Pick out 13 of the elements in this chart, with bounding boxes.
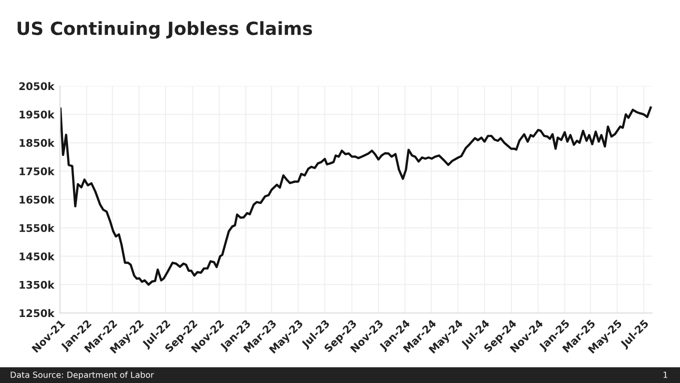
y-tick-label: 1550k [20, 224, 55, 232]
y-tick-label: 1850k [20, 138, 55, 147]
y-tick-label: 2050k [19, 82, 55, 90]
y-tick-label: 1750k [20, 167, 55, 176]
text: 1 [664, 372, 668, 378]
y-tick-label: 1450k [20, 252, 55, 260]
y-tick-label: 1250k [20, 309, 55, 318]
y-tick-label: 1950k [20, 110, 55, 118]
line-series [60, 106, 652, 286]
source-note: Data Source: Department of Labor [10, 371, 154, 380]
y-tick-label: 1350k [20, 280, 55, 289]
chart-title: US Continuing Jobless Claims [18, 21, 312, 39]
y-tick-label: 1650k [20, 196, 55, 204]
